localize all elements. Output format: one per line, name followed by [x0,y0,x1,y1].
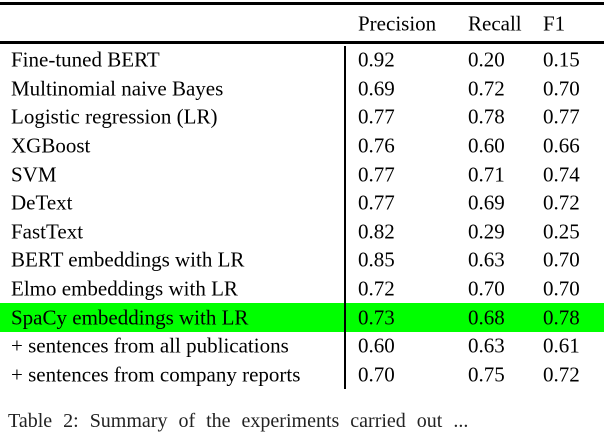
precision-value: 0.72 [358,276,395,301]
f1-value: 0.66 [543,133,580,158]
precision-value: 0.73 [358,305,395,330]
table-row: Elmo embeddings with LR 0.72 0.70 0.70 [0,275,604,304]
precision-value: 0.69 [358,76,395,101]
f1-value: 0.61 [543,333,580,358]
precision-value: 0.77 [358,162,395,187]
f1-value: 0.77 [543,104,580,129]
column-header-f1: F1 [543,11,566,35]
recall-value: 0.71 [468,162,505,187]
f1-value: 0.70 [543,276,580,301]
row-label: + sentences from all publications [11,333,289,358]
f1-value: 0.70 [543,76,580,101]
table-header-row: Precision Recall F1 [0,7,604,40]
precision-value: 0.92 [358,47,395,72]
recall-value: 0.60 [468,133,505,158]
table-row: Fine-tuned BERT 0.92 0.20 0.15 [0,46,604,75]
f1-value: 0.70 [543,247,580,272]
precision-value: 0.76 [358,133,395,158]
f1-value: 0.72 [543,362,580,387]
row-label: Multinomial naive Bayes [11,76,224,101]
precision-value: 0.60 [358,333,395,358]
recall-value: 0.69 [468,190,505,215]
table-row: + sentences from all publications 0.60 0… [0,332,604,361]
precision-value: 0.70 [358,362,395,387]
recall-value: 0.63 [468,333,505,358]
row-label: SVM [11,162,57,187]
f1-value: 0.72 [543,190,580,215]
table-header-rule [0,41,604,44]
column-header-recall: Recall [468,11,522,35]
precision-value: 0.77 [358,104,395,129]
f1-value: 0.74 [543,162,580,187]
table-row: XGBoost 0.76 0.60 0.66 [0,132,604,161]
table-row: SVM 0.77 0.71 0.74 [0,160,604,189]
row-label: SpaCy embeddings with LR [11,305,249,330]
row-label: + sentences from company reports [11,362,301,387]
recall-value: 0.68 [468,305,505,330]
table-row: DeText 0.77 0.69 0.72 [0,189,604,218]
table-row: Multinomial naive Bayes 0.69 0.72 0.70 [0,75,604,104]
precision-value: 0.77 [358,190,395,215]
precision-value: 0.82 [358,219,395,244]
f1-value: 0.15 [543,47,580,72]
table-row: FastText 0.82 0.29 0.25 [0,218,604,247]
table-body: Fine-tuned BERT 0.92 0.20 0.15 Multinomi… [0,46,604,389]
f1-value: 0.78 [543,305,580,330]
row-label: XGBoost [11,133,91,158]
row-label: DeText [11,190,73,215]
row-label: Fine-tuned BERT [11,47,160,72]
table-row: + sentences from company reports 0.70 0.… [0,361,604,390]
recall-value: 0.72 [468,76,505,101]
row-label: Elmo embeddings with LR [11,276,238,301]
table-row: Logistic regression (LR) 0.77 0.78 0.77 [0,103,604,132]
table-row-highlighted: SpaCy embeddings with LR 0.73 0.68 0.78 [0,303,604,332]
f1-value: 0.25 [543,219,580,244]
table-row: BERT embeddings with LR 0.85 0.63 0.70 [0,246,604,275]
table-top-rule [0,2,604,5]
recall-value: 0.70 [468,276,505,301]
row-label: Logistic regression (LR) [11,104,218,129]
recall-value: 0.75 [468,362,505,387]
recall-value: 0.78 [468,104,505,129]
row-label: FastText [11,219,84,244]
table-column-divider [344,46,346,389]
recall-value: 0.29 [468,219,505,244]
recall-value: 0.63 [468,247,505,272]
recall-value: 0.20 [468,47,505,72]
column-header-precision: Precision [358,11,437,35]
row-label: BERT embeddings with LR [11,247,245,272]
precision-value: 0.85 [358,247,395,272]
